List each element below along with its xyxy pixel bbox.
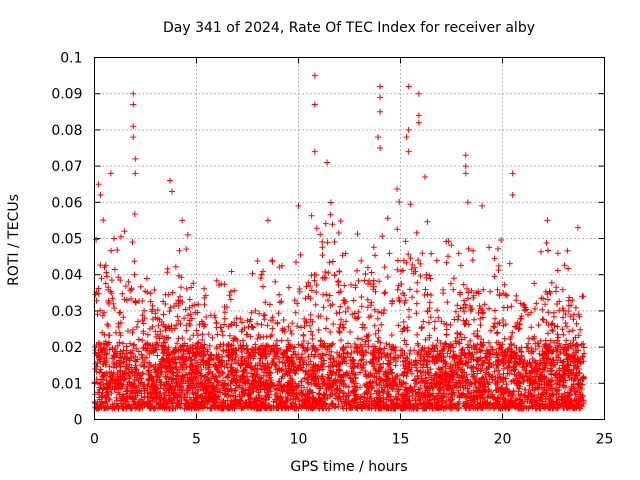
y-tick-label: 0.07	[51, 159, 82, 175]
y-tick-label: 0.04	[51, 268, 82, 284]
data-point	[415, 112, 422, 119]
data-point	[132, 170, 139, 177]
x-tick-label: 25	[596, 432, 614, 448]
data-point	[311, 101, 318, 108]
y-tick-label: 0.05	[51, 232, 82, 248]
data-point	[574, 224, 581, 231]
data-point	[415, 119, 422, 126]
data-point	[97, 192, 104, 199]
data-point	[107, 170, 114, 177]
data-point	[130, 134, 137, 141]
plot-frame	[94, 57, 605, 420]
data-point	[311, 148, 318, 155]
data-point	[462, 152, 469, 159]
data-point	[169, 188, 176, 195]
data-point	[377, 83, 384, 90]
x-axis-label: GPS time / hours	[290, 459, 407, 475]
y-axis-label: ROTI / TECUs	[6, 194, 22, 286]
data-point	[421, 173, 428, 180]
y-tick-label: 0.09	[51, 87, 82, 103]
chart-title: Day 341 of 2024, Rate Of TEC Index for r…	[163, 20, 535, 36]
y-tick-label: 0	[74, 413, 83, 429]
data-point	[405, 126, 412, 133]
data-point	[295, 202, 302, 209]
data-point	[415, 90, 422, 97]
data-point	[324, 159, 331, 166]
data-point	[462, 170, 469, 177]
data-point	[544, 217, 551, 224]
data-point	[403, 134, 410, 141]
data-point	[377, 108, 384, 115]
data-point	[405, 148, 412, 155]
data-point	[479, 202, 486, 209]
data-point	[95, 181, 102, 188]
data-point	[132, 155, 139, 162]
data-point	[377, 94, 384, 101]
y-tick-label: 0.02	[51, 340, 82, 356]
data-point	[375, 134, 382, 141]
x-tick-label: 20	[494, 432, 512, 448]
x-tick-label: 5	[192, 432, 201, 448]
data-point	[130, 101, 137, 108]
data-point	[130, 90, 137, 97]
data-points	[91, 72, 588, 412]
y-tick-label: 0.08	[51, 123, 82, 139]
data-point	[179, 217, 186, 224]
x-tick-label: 15	[392, 432, 410, 448]
x-tick-label: 0	[90, 432, 99, 448]
y-tick-label: 0.1	[60, 51, 82, 67]
data-point	[311, 72, 318, 79]
roti-points-cloud	[91, 186, 588, 412]
data-point	[509, 192, 516, 199]
y-tick-label: 0.03	[51, 304, 82, 320]
data-point	[130, 123, 137, 130]
data-point	[464, 199, 471, 206]
data-point	[166, 177, 173, 184]
x-tick-label: 10	[290, 432, 308, 448]
data-point	[264, 217, 271, 224]
y-tick-label: 0.06	[51, 195, 82, 211]
data-point	[509, 170, 516, 177]
data-point	[377, 145, 384, 151]
axis-ticks: 0 0.01 0.02 0.03 0.04 0.05 0.06 0.07 0.08 0.09 0.1…	[51, 51, 613, 448]
y-tick-label: 0.01	[51, 376, 82, 392]
data-point	[462, 163, 469, 170]
data-point	[405, 83, 412, 90]
